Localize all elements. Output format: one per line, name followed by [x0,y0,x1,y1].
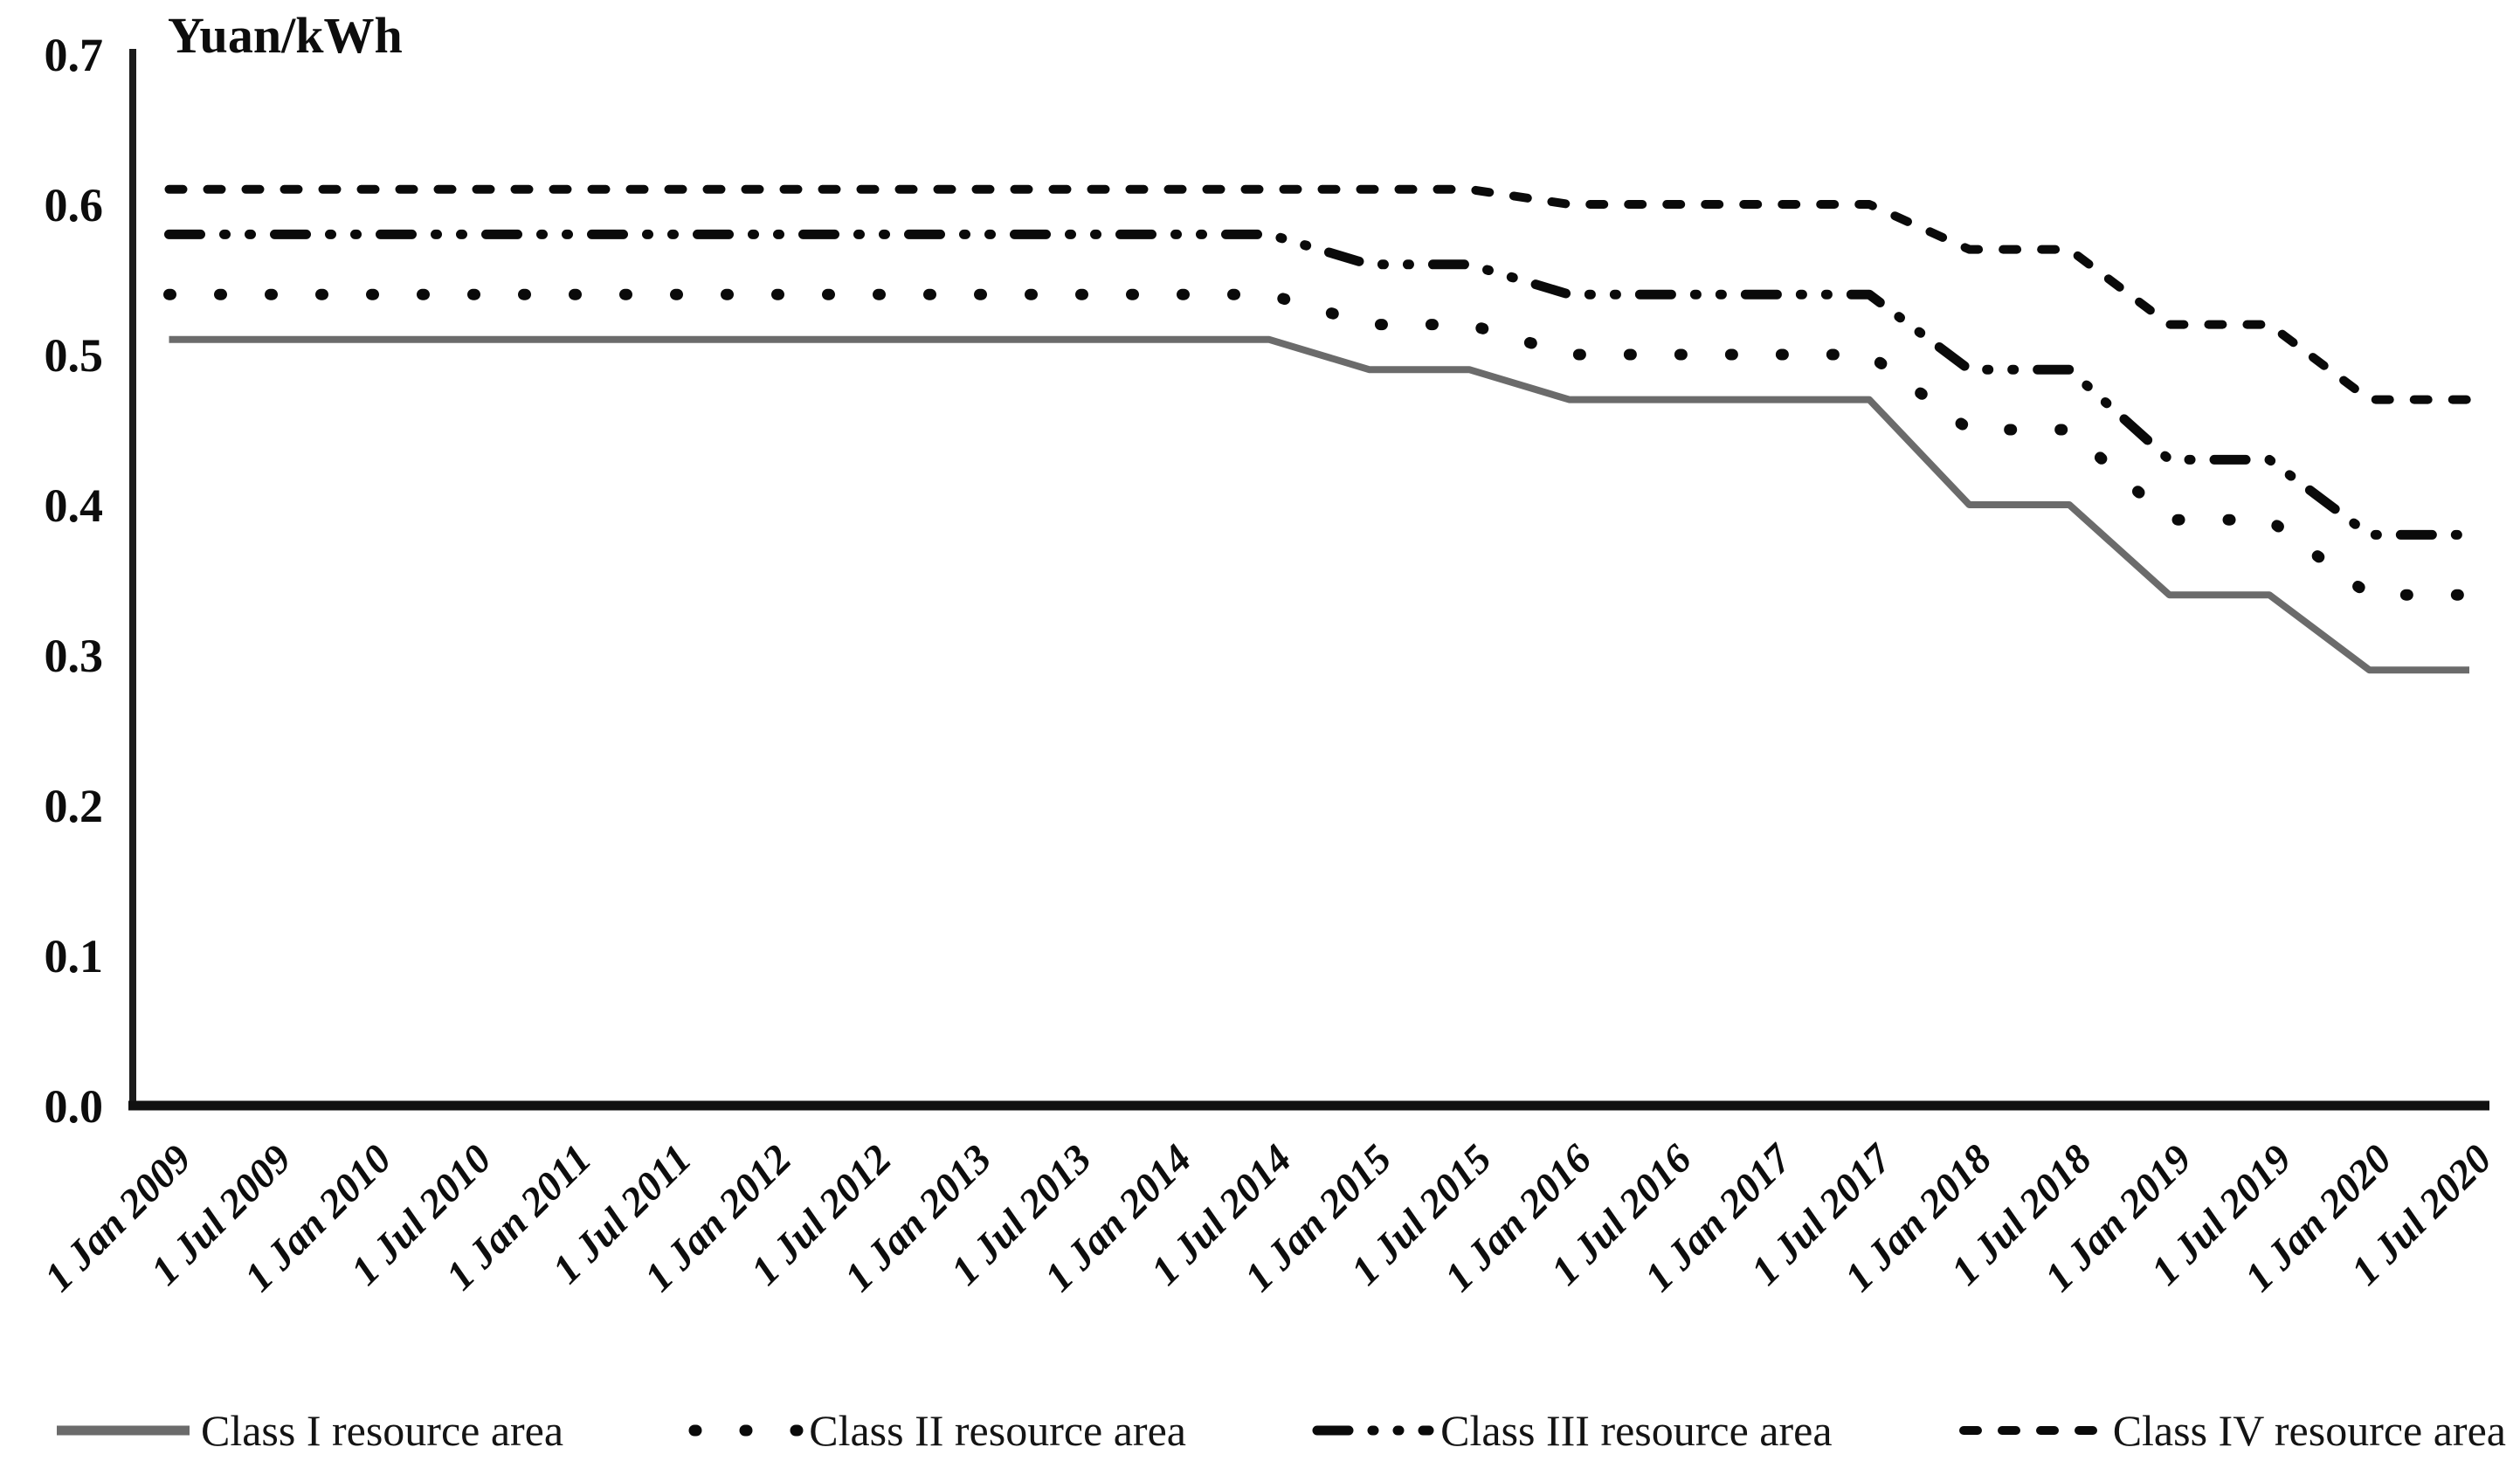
y-tick-label-0.6: 0.6 [45,179,104,231]
y-axis-tick-labels: 0.0 0.1 0.2 0.3 0.4 0.5 0.6 0.7 [45,29,104,1133]
y-tick-label-0.3: 0.3 [45,630,104,682]
y-tick-label-0.5: 0.5 [45,329,104,382]
legend-label: Class II resource area [809,1406,1186,1455]
y-tick-label-0.7: 0.7 [45,29,104,81]
y-axis-title: Yuan/kWh [168,7,403,64]
series-line-class-iv-resource-area [164,184,2474,404]
y-tick-label-0.1: 0.1 [45,930,104,982]
legend-item-class-iii-resource-area: Class III resource area [1311,1406,1833,1455]
series-lines [163,184,2475,674]
legend-swatch-dash-dot-dot-icon [1312,1425,1434,1436]
legend-item-class-iv-resource-area: Class IV resource area [1957,1409,2506,1452]
series-line-class-i-resource-area [169,335,2469,674]
legend-label: Class I resource area [201,1406,564,1455]
legend-item-class-i-resource-area: Class I resource area [51,1409,563,1452]
legend-swatch-dotted-icon [688,1424,804,1437]
y-tick-label-0.0: 0.0 [45,1080,104,1133]
series-line-class-iii-resource-area [164,229,2475,540]
y-tick-label-0.4: 0.4 [45,479,104,532]
legend-label: Class III resource area [1440,1406,1833,1455]
legend-swatch-solid-icon [57,1425,190,1436]
legend-swatch-dashed-icon [1958,1426,2106,1435]
y-tick-label-0.2: 0.2 [45,780,104,832]
legend-label: Class IV resource area [2112,1406,2506,1455]
chart-legend: Class I resource area Class II resource a… [51,1394,2506,1467]
legend-item-class-ii-resource-area: Class II resource area [688,1409,1186,1452]
